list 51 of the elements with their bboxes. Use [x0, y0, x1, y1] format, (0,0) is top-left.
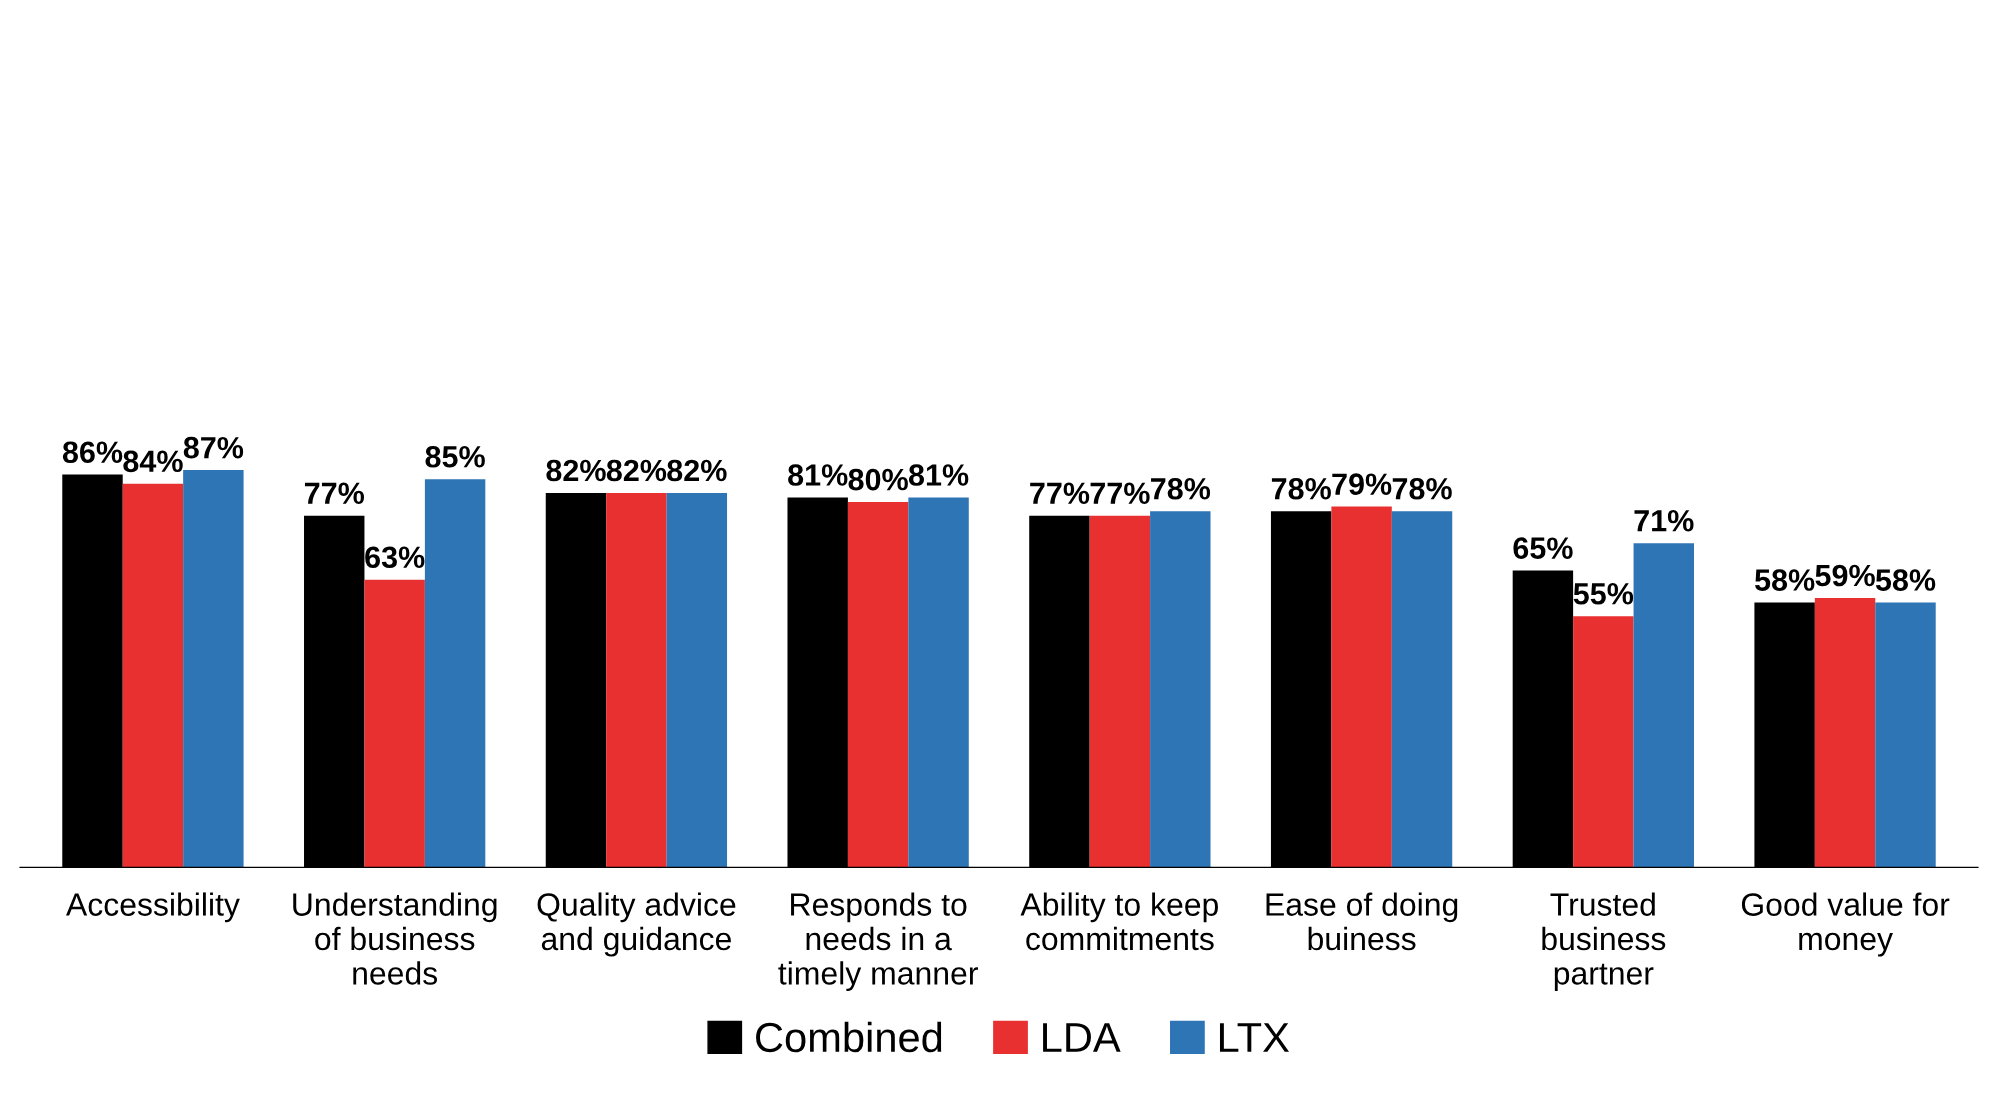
- data-label: 86%: [62, 441, 123, 464]
- x-tick-label: Ease of doing buiness: [1266, 892, 1458, 951]
- data-label: 58%: [1875, 569, 1936, 591]
- data-label: 85%: [425, 445, 485, 468]
- data-label: 77%: [1030, 482, 1090, 505]
- x-tick-label: Trusted business partner: [1542, 892, 1666, 992]
- x-tick-label: Understanding of business needs: [293, 892, 497, 985]
- data-label: 87%: [183, 436, 244, 459]
- bar: [364, 579, 425, 868]
- bar: [847, 502, 909, 868]
- data-label: 82%: [667, 459, 727, 482]
- legend-label: LTX: [1219, 1023, 1290, 1052]
- data-label: 63%: [365, 546, 425, 569]
- bar: [122, 483, 184, 868]
- data-label: 81%: [788, 464, 848, 486]
- data-label: 77%: [1090, 482, 1150, 505]
- data-label: 80%: [848, 468, 908, 491]
- data-label: 77%: [304, 482, 365, 505]
- data-label: 78%: [1392, 477, 1452, 500]
- x-tick-label: Good value for money: [1741, 892, 1950, 957]
- data-label: 58%: [1755, 569, 1815, 591]
- data-label: 55%: [1573, 583, 1634, 605]
- legend-label: Combined: [756, 1021, 942, 1053]
- data-label: 65%: [1513, 537, 1573, 559]
- data-label: 82%: [606, 459, 667, 482]
- data-label: 59%: [1815, 564, 1875, 587]
- bar: [1573, 616, 1634, 868]
- bar: [1089, 515, 1151, 868]
- x-tick-label: Responds to needs in a timely manner: [778, 892, 978, 992]
- legend-label: LDA: [1043, 1023, 1121, 1052]
- bar: [1633, 543, 1694, 868]
- bar: [606, 492, 667, 868]
- data-label: 84%: [123, 450, 183, 473]
- bar: [1814, 597, 1876, 868]
- x-tick-label: Ability to keep commitments: [1020, 892, 1218, 951]
- bar: [183, 470, 244, 868]
- data-label: 81%: [908, 464, 969, 486]
- x-tick-label: Accessibility: [66, 892, 240, 923]
- data-label: 82%: [546, 459, 606, 482]
- bar: [1150, 511, 1211, 868]
- data-label: 78%: [1271, 477, 1331, 500]
- bar: [1875, 602, 1936, 868]
- data-label: 71%: [1634, 509, 1694, 532]
- bar: [1331, 506, 1392, 868]
- bar: [424, 479, 486, 868]
- data-label: 78%: [1151, 477, 1211, 500]
- bar: [908, 497, 969, 868]
- bar: [1391, 511, 1453, 868]
- bar: [666, 492, 728, 868]
- x-tick-label: Quality advice and guidance: [537, 892, 736, 957]
- data-label: 79%: [1332, 473, 1392, 495]
